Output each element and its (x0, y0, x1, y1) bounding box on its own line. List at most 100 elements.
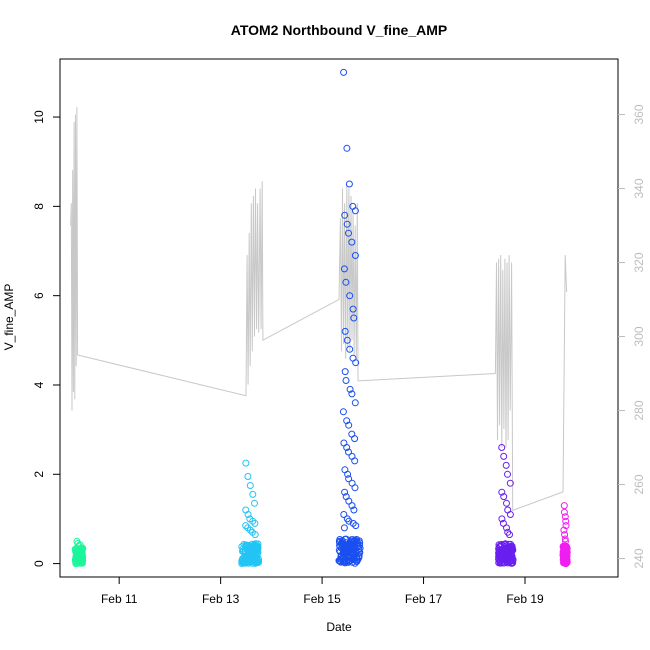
secondary-series-line-layer (70, 107, 568, 512)
data-point-c4 (506, 558, 513, 566)
data-point-c3 (335, 537, 343, 545)
data-point-c3 (352, 359, 360, 367)
data-point-c3 (350, 546, 358, 554)
data-point-c4 (506, 479, 514, 487)
data-point-c2 (246, 554, 253, 562)
data-point-c5 (562, 517, 570, 525)
data-point-c3 (349, 354, 357, 362)
data-point-c5 (561, 513, 569, 521)
y-tick-label: 0 (32, 560, 46, 567)
data-point-c3 (356, 541, 364, 549)
data-point-c3 (346, 292, 354, 300)
data-point-c3 (348, 502, 356, 510)
x-axis: Feb 11 Feb 13 Feb 15 Feb 17 Feb 19 (101, 577, 544, 606)
data-point-c1 (78, 549, 86, 557)
y2-tick-label: 340 (632, 178, 646, 198)
secondary-series-line (70, 107, 568, 512)
data-point-c3 (348, 430, 356, 438)
data-point-c2 (242, 522, 250, 530)
x-axis-label: Date (326, 620, 352, 634)
y-tick-label: 2 (32, 471, 46, 478)
y2-tick-label: 260 (632, 474, 646, 494)
data-point-c1 (75, 558, 83, 566)
data-point-c5 (563, 543, 570, 551)
x-tick-label: Feb 17 (405, 592, 443, 606)
data-point-c3 (345, 448, 352, 456)
data-point-c5 (562, 537, 569, 545)
data-point-c3 (345, 497, 353, 505)
data-point-c5 (562, 522, 570, 530)
y-axis-label: V_fine_AMP (2, 284, 16, 351)
data-point-c3 (352, 522, 360, 530)
data-point-c3 (340, 68, 348, 76)
y2-tick-label: 360 (632, 104, 646, 124)
data-point-c3 (349, 538, 357, 546)
data-point-c3 (337, 558, 345, 566)
data-point-c5 (560, 526, 568, 534)
data-point-c2 (252, 550, 260, 558)
data-point-c3 (335, 557, 343, 565)
x-tick-label: Feb 13 (202, 592, 240, 606)
y-axis: 0 2 4 6 8 10 (32, 110, 60, 567)
data-point-c4 (504, 470, 511, 478)
data-point-c3 (345, 517, 353, 525)
data-point-c3 (343, 444, 351, 451)
scatter-points-layer (71, 68, 571, 568)
data-point-c4 (503, 547, 511, 555)
data-point-c4 (498, 515, 506, 523)
data-point-c5 (561, 535, 569, 543)
data-point-c3 (350, 506, 358, 514)
data-point-c2 (249, 490, 257, 498)
chart-title: ATOM2 Northbound V_fine_AMP (231, 22, 447, 38)
data-point-c3 (340, 265, 348, 273)
y-tick-label: 4 (32, 381, 46, 388)
data-point-c3 (342, 535, 350, 543)
data-point-c3 (344, 551, 352, 559)
data-point-c1 (75, 542, 83, 550)
data-point-c4 (502, 461, 510, 469)
data-point-c3 (346, 345, 354, 353)
data-point-c5 (560, 508, 568, 516)
data-point-c3 (343, 220, 351, 228)
data-point-c2 (242, 459, 250, 467)
y2-tick-label: 280 (632, 400, 646, 420)
data-point-c2 (244, 511, 252, 518)
data-point-c5 (560, 502, 568, 510)
data-point-c4 (509, 559, 517, 567)
x-tick-label: Feb 11 (101, 592, 138, 606)
data-point-c3 (353, 555, 361, 563)
data-point-c3 (343, 417, 351, 425)
data-point-c3 (339, 408, 347, 416)
data-point-c2 (241, 559, 249, 567)
plot-frame (59, 58, 619, 578)
y-tick-label: 8 (32, 203, 46, 210)
data-point-c1 (73, 558, 81, 565)
data-point-c2 (252, 543, 260, 551)
data-point-c3 (341, 466, 349, 474)
data-point-c3 (349, 305, 357, 313)
data-point-c3 (340, 551, 348, 559)
data-point-c3 (344, 546, 352, 554)
data-point-c5 (560, 557, 568, 565)
data-point-c3 (348, 452, 356, 460)
data-point-c3 (345, 547, 353, 555)
data-point-c3 (355, 537, 363, 545)
data-point-c4 (506, 511, 514, 518)
data-point-c4 (503, 499, 510, 507)
data-point-c3 (346, 385, 354, 393)
data-point-c2 (246, 526, 254, 534)
data-point-c3 (348, 390, 356, 398)
data-point-c3 (343, 144, 351, 152)
data-point-c3 (350, 314, 358, 322)
data-point-c3 (345, 421, 353, 429)
data-point-c2 (246, 482, 254, 489)
x-tick-label: Feb 15 (303, 592, 341, 606)
data-point-c4 (500, 452, 508, 460)
y2-tick-label: 240 (632, 548, 646, 568)
data-point-c3 (343, 336, 351, 344)
secondary-y-axis: 240 260 280 300 320 340 360 (618, 104, 646, 569)
data-point-c2 (244, 473, 252, 480)
data-point-c2 (248, 543, 256, 550)
data-point-c3 (355, 554, 363, 562)
